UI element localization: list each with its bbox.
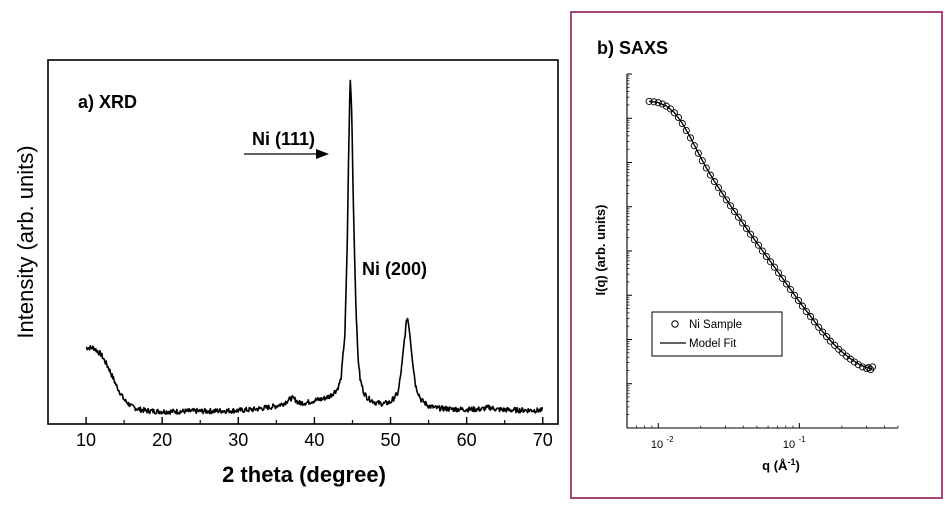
saxs-data-point xyxy=(868,363,877,371)
saxs-ticks xyxy=(626,73,899,429)
saxs-data-point xyxy=(674,113,683,122)
saxs-data-point xyxy=(718,190,727,198)
xrd-x-tick-label: 20 xyxy=(152,430,172,450)
xrd-annotation-ni200: Ni (200) xyxy=(362,259,427,279)
xrd-plot-frame xyxy=(47,59,559,425)
saxs-x-tick-exp: -2 xyxy=(666,435,674,444)
saxs-panel-label: b) SAXS xyxy=(597,38,668,58)
xrd-arrow-head xyxy=(316,149,329,159)
saxs-data-point xyxy=(694,149,702,157)
saxs-data-point xyxy=(654,99,662,107)
saxs-data-point xyxy=(686,134,695,142)
saxs-data-point xyxy=(734,213,743,221)
saxs-data-point xyxy=(762,252,770,261)
saxs-x-label-sup: -1 xyxy=(787,457,795,467)
saxs-data-point xyxy=(738,219,747,227)
saxs-data-point xyxy=(786,285,795,294)
saxs-data-point xyxy=(710,178,718,186)
saxs-data-point xyxy=(645,97,653,105)
saxs-data-point xyxy=(682,126,690,135)
saxs-data-point xyxy=(758,247,766,255)
saxs-data-point xyxy=(702,164,710,172)
saxs-data-point xyxy=(770,263,779,271)
saxs-data-point xyxy=(807,313,815,321)
legend-entry-ni-sample: Ni Sample xyxy=(689,319,742,331)
xrd-x-tick-label: 60 xyxy=(457,430,477,450)
saxs-data-point xyxy=(722,196,730,204)
saxs-data-point xyxy=(831,341,839,349)
saxs-sample-points xyxy=(645,97,877,374)
saxs-x-label-base: q (Å xyxy=(762,458,788,473)
saxs-data-point xyxy=(706,171,714,179)
saxs-data-point xyxy=(802,307,810,316)
saxs-data-point xyxy=(690,142,698,150)
xrd-panel-label: a) XRD xyxy=(78,92,137,112)
saxs-data-point xyxy=(778,274,787,282)
saxs-x-tick-base: 10 xyxy=(651,439,663,451)
saxs-data-point xyxy=(774,269,783,277)
saxs-data-point xyxy=(766,258,775,266)
saxs-x-label-close: ) xyxy=(795,458,799,473)
saxs-data-point xyxy=(865,364,873,372)
saxs-panel-border xyxy=(570,11,943,499)
xrd-x-tick-label: 10 xyxy=(76,430,96,450)
saxs-data-point xyxy=(698,157,706,165)
xrd-x-tick-label: 30 xyxy=(228,430,248,450)
xrd-x-tick-label: 40 xyxy=(304,430,324,450)
saxs-data-point xyxy=(730,207,739,216)
saxs-x-axis-label: q (Å-1) xyxy=(762,457,800,473)
saxs-panel: b) SAXS Ni Sample Model Fit q (Å-1) I(q)… xyxy=(570,11,943,499)
xrd-series-line xyxy=(85,79,544,415)
xrd-panel: 10 20 30 40 50 60 70 a) XRD Ni (111) Ni (200) … xyxy=(13,59,559,487)
xrd-x-axis-label: 2 theta (degree) xyxy=(222,462,386,487)
saxs-data-point xyxy=(794,296,803,305)
saxs-data-point xyxy=(742,225,751,233)
saxs-data-point xyxy=(819,328,827,336)
saxs-data-point xyxy=(854,361,862,369)
saxs-y-axis-label: I(q) (arb. units) xyxy=(593,205,608,296)
saxs-data-point xyxy=(754,241,763,249)
legend-entry-model-fit: Model Fit xyxy=(689,338,737,350)
saxs-data-point xyxy=(666,105,675,113)
legend-circle-marker xyxy=(671,320,679,328)
saxs-data-point xyxy=(823,333,831,341)
xrd-annotation-ni111: Ni (111) xyxy=(252,129,315,149)
saxs-data-point xyxy=(650,98,658,106)
saxs-x-tick-base: 10 xyxy=(783,439,795,451)
saxs-data-point xyxy=(670,109,678,117)
saxs-data-point xyxy=(810,318,819,326)
saxs-legend-box xyxy=(651,311,783,357)
saxs-data-point xyxy=(714,184,723,192)
saxs-data-point xyxy=(678,119,686,128)
saxs-legend: Ni Sample Model Fit xyxy=(651,311,783,357)
xrd-x-ticks: 10 20 30 40 50 60 70 xyxy=(76,417,553,450)
xrd-x-tick-label: 70 xyxy=(533,430,553,450)
saxs-data-point xyxy=(790,291,799,299)
saxs-data-point xyxy=(726,202,735,210)
saxs-x-tick-exp: -1 xyxy=(798,435,806,444)
saxs-data-point xyxy=(826,337,834,345)
saxs-data-point xyxy=(815,323,823,331)
saxs-data-point xyxy=(746,230,755,238)
saxs-data-point xyxy=(798,302,806,310)
xrd-annotation-arrow xyxy=(244,149,329,159)
xrd-x-tick-label: 50 xyxy=(381,430,401,450)
saxs-data-point xyxy=(782,280,791,288)
saxs-x-tick-label-1e-2: 10 -2 xyxy=(651,435,674,451)
saxs-data-point xyxy=(658,100,666,108)
saxs-x-tick-label-1e-1: 10 -1 xyxy=(783,435,806,451)
xrd-y-axis-label: Intensity (arb. units) xyxy=(13,145,38,338)
saxs-data-point xyxy=(750,236,758,244)
saxs-data-point xyxy=(835,345,843,353)
